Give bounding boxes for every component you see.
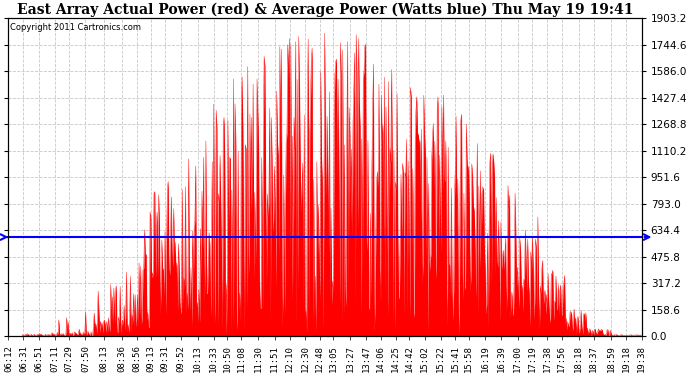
Title: East Array Actual Power (red) & Average Power (Watts blue) Thu May 19 19:41: East Array Actual Power (red) & Average … [17,3,633,17]
Text: Copyright 2011 Cartronics.com: Copyright 2011 Cartronics.com [10,23,141,32]
